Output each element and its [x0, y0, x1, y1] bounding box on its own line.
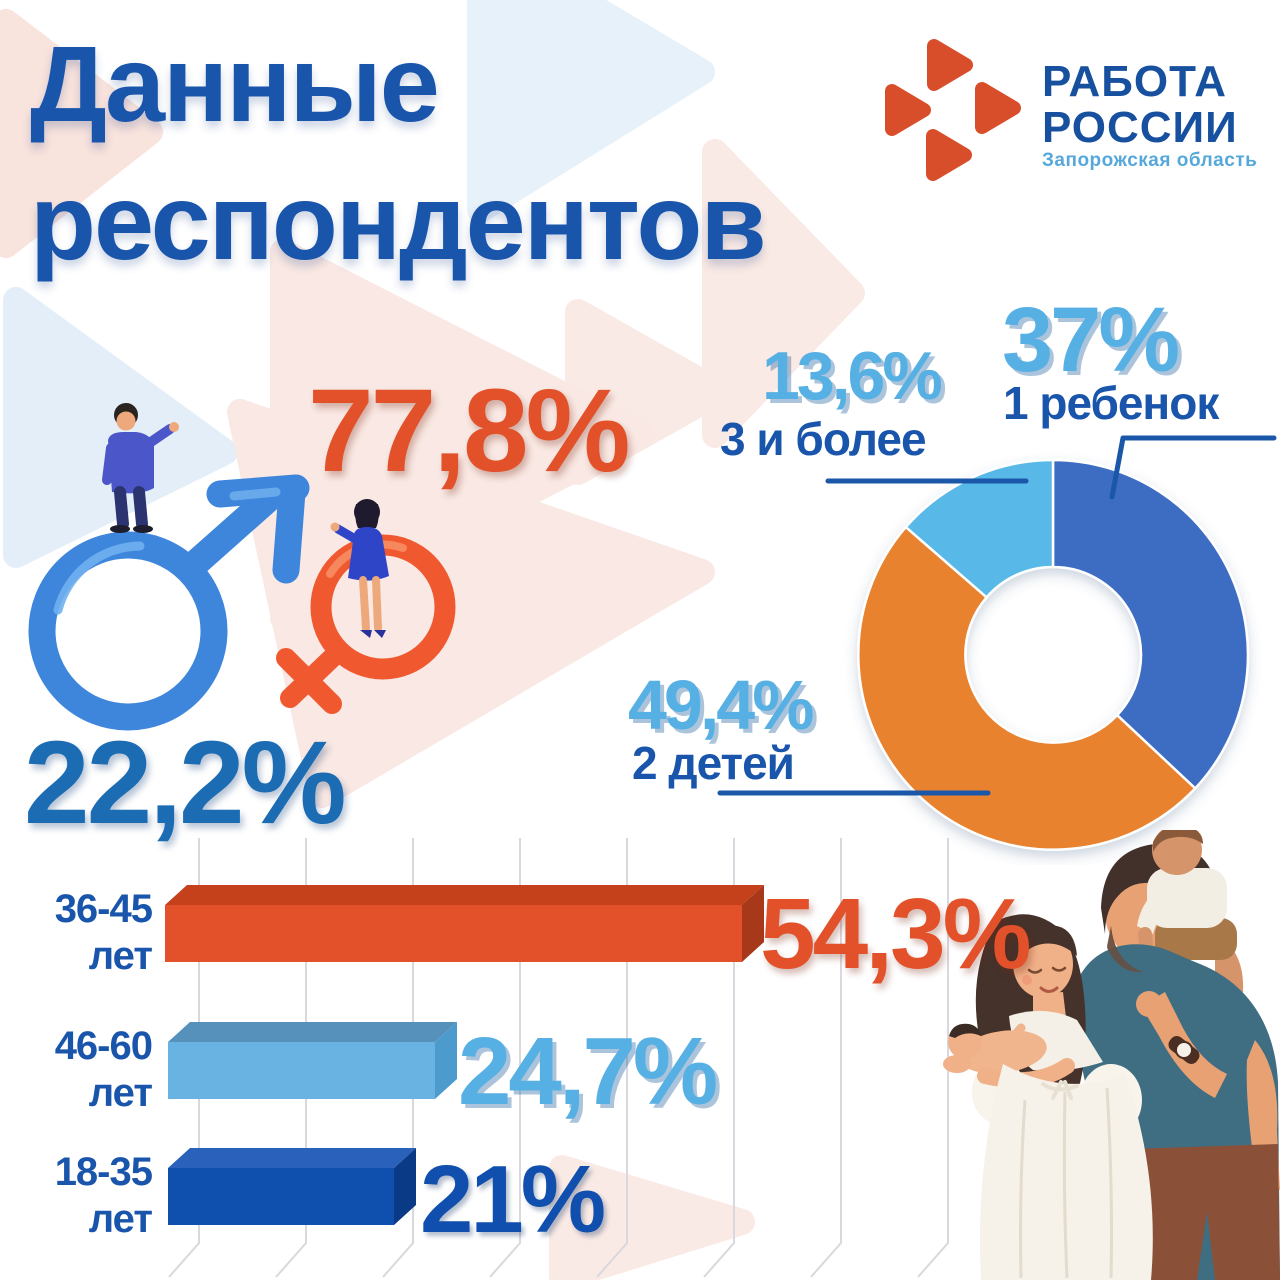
donut-segment-1-child — [1051, 458, 1250, 790]
bar-value-46-60: 24,7% — [458, 1018, 718, 1125]
donut-segment-2-children — [857, 525, 1197, 851]
donut-value-3-plus: 13,6% — [762, 338, 943, 414]
male-symbol-icon — [28, 474, 310, 731]
leader-line-1-child — [1109, 435, 1277, 500]
bar-value-36-45: 54,3% — [760, 878, 1032, 990]
wrist-watch — [1168, 1036, 1200, 1064]
bg-triangle-pink-mid-a — [702, 139, 865, 448]
donut-label-2-children: 2 детей — [632, 737, 795, 789]
logo-brand-line2: РОССИИ — [1042, 103, 1238, 152]
donut-label-3-plus: 3 и более — [720, 413, 927, 465]
male-pct-value: 22,2% — [24, 717, 347, 849]
logo-triangle-top — [927, 39, 973, 91]
woman-figure — [330, 499, 389, 638]
bar-category-46-60: 46-60 лет — [12, 1023, 153, 1117]
logo-brand-line1: РАБОТА — [1042, 57, 1227, 106]
bar-18-35 — [168, 1148, 416, 1225]
bar-category-unit: лет — [88, 1071, 153, 1116]
logo-region: Запорожская область — [1042, 150, 1258, 171]
bar-36-45 — [165, 885, 764, 962]
page-title-line2: респондентов — [30, 161, 767, 282]
rabota-rossii-logo-icon — [885, 39, 1021, 181]
family-illustration — [943, 830, 1280, 1280]
logo-triangle-left — [885, 84, 931, 136]
newborn-baby — [943, 1023, 1075, 1089]
children-donut-chart — [857, 458, 1250, 851]
bar-value-18-35: 21% — [420, 1146, 606, 1253]
bar-category-range: 36-45 — [54, 887, 153, 931]
toddler-figure — [1137, 830, 1244, 1009]
bar-category-unit: лет — [88, 1197, 153, 1242]
bg-triangle-blue-top — [467, 0, 715, 223]
logo-triangle-right — [975, 82, 1021, 134]
bar-category-unit: лет — [88, 934, 153, 979]
donut-value-2-children: 49,4% — [628, 666, 814, 744]
bar-category-36-45: 36-45 лет — [12, 886, 153, 980]
donut-value-1-child: 37% — [1002, 289, 1180, 391]
page-title-line1: Данные — [30, 23, 440, 144]
gender-illustration — [28, 403, 456, 731]
donut-label-1-child: 1 ребенок — [1003, 377, 1219, 429]
bar-46-60 — [168, 1022, 457, 1099]
female-pct-value: 77,8% — [308, 365, 631, 497]
bg-triangle-pink-bottom — [549, 1155, 755, 1280]
logo-triangle-bottom — [926, 129, 972, 181]
donut-segment-3-plus-children — [904, 458, 1055, 599]
man-figure — [102, 403, 179, 533]
bar-category-18-35: 18-35 лет — [12, 1149, 153, 1243]
bar-category-range: 46-60 — [54, 1024, 153, 1068]
bar-category-range: 18-35 — [54, 1150, 153, 1194]
bg-triangle-pink-topleft — [0, 9, 163, 258]
chart-gridlines — [168, 838, 949, 1278]
